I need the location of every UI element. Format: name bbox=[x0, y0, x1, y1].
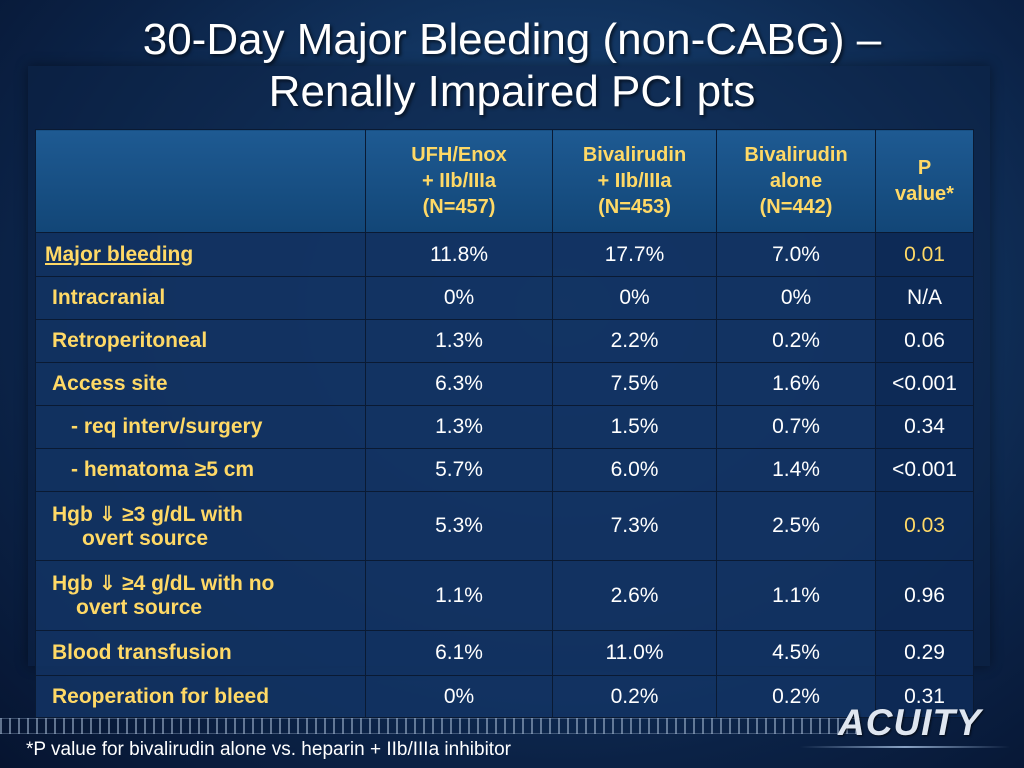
row-label-line-2: overt source bbox=[76, 596, 203, 619]
header-line: P bbox=[917, 157, 932, 179]
header-line: UFH/Enox bbox=[411, 144, 507, 166]
cell-bival-iib: 6.0% bbox=[552, 448, 717, 492]
cell-ufh-enox: 6.3% bbox=[365, 362, 553, 406]
cell-p-value: 0.31 bbox=[875, 675, 974, 718]
footnote: *P value for bivalirudin alone vs. hepar… bbox=[26, 739, 511, 760]
row-label: Hgb ⇓ ≥3 g/dL with overt source bbox=[35, 491, 366, 561]
row-label: Major bleeding bbox=[35, 232, 366, 277]
header-line: (N=457) bbox=[422, 196, 496, 218]
row-label: Intracranial bbox=[35, 276, 366, 320]
row-label-line-2: overt source bbox=[82, 526, 209, 550]
logo-underline bbox=[800, 746, 1010, 748]
header-line: value* bbox=[895, 183, 954, 205]
header-bival-alone: Bivalirudin alone (N=442) bbox=[716, 129, 876, 233]
table-row: Reoperation for bleed 0% 0.2% 0.2% 0.31 bbox=[35, 675, 974, 718]
cell-ufh-enox: 1.3% bbox=[365, 405, 553, 449]
row-label-line-1: Hgb ⇓ ≥4 g/dL with no bbox=[52, 572, 275, 595]
header-line: (N=453) bbox=[598, 196, 671, 218]
table-row: - hematoma ≥5 cm 5.7% 6.0% 1.4% <0.001 bbox=[35, 448, 974, 492]
cell-bival-alone: 1.4% bbox=[716, 448, 876, 492]
cell-bival-alone: 4.5% bbox=[716, 630, 876, 676]
header-line: Bivalirudin bbox=[582, 144, 687, 166]
row-label: Access site bbox=[35, 362, 366, 406]
table-row: Major bleeding 11.8% 17.7% 7.0% 0.01 bbox=[35, 232, 974, 277]
slide-title: 30-Day Major Bleeding (non-CABG) – Renal… bbox=[0, 14, 1024, 126]
cell-ufh-enox: 5.7% bbox=[365, 448, 553, 492]
cell-bival-iib: 0% bbox=[552, 276, 717, 320]
cell-ufh-enox: 6.1% bbox=[365, 630, 553, 676]
cell-p-value: 0.01 bbox=[875, 232, 974, 277]
row-label: - hematoma ≥5 cm bbox=[35, 448, 366, 492]
cell-p-value: N/A bbox=[875, 276, 974, 320]
footer-dashed-rule bbox=[0, 718, 860, 734]
table-row: Retroperitoneal 1.3% 2.2% 0.2% 0.06 bbox=[35, 319, 974, 363]
slide-title-line-2: Renally Impaired PCI pts bbox=[268, 67, 756, 116]
header-line: + IIb/IIIa bbox=[597, 170, 672, 192]
cell-p-value: 0.96 bbox=[875, 560, 974, 631]
cell-bival-alone: 0.2% bbox=[716, 675, 876, 718]
cell-bival-alone: 1.6% bbox=[716, 362, 876, 406]
cell-bival-alone: 0.2% bbox=[716, 319, 876, 363]
table-row: Access site 6.3% 7.5% 1.6% <0.001 bbox=[35, 362, 974, 406]
cell-bival-alone: 7.0% bbox=[716, 232, 876, 277]
bleeding-table: UFH/Enox + IIb/IIIa (N=457) Bivalirudin … bbox=[35, 129, 974, 718]
cell-p-value: <0.001 bbox=[875, 362, 974, 406]
cell-bival-alone: 1.1% bbox=[716, 560, 876, 631]
table-row: Hgb ⇓ ≥4 g/dL with no overt source 1.1% … bbox=[35, 560, 974, 631]
acuity-logo: ACUITY bbox=[838, 702, 982, 743]
cell-ufh-enox: 11.8% bbox=[365, 232, 553, 277]
cell-bival-iib: 0.2% bbox=[552, 675, 717, 718]
cell-p-value: 0.34 bbox=[875, 405, 974, 449]
table-row: Intracranial 0% 0% 0% N/A bbox=[35, 276, 974, 320]
header-line: + IIb/IIIa bbox=[422, 170, 496, 192]
cell-ufh-enox: 0% bbox=[365, 675, 553, 718]
cell-p-value: 0.03 bbox=[875, 491, 974, 561]
header-line: alone bbox=[769, 170, 823, 192]
cell-ufh-enox: 0% bbox=[365, 276, 553, 320]
cell-ufh-enox: 1.1% bbox=[365, 560, 553, 631]
cell-bival-iib: 7.5% bbox=[552, 362, 717, 406]
cell-bival-iib: 1.5% bbox=[552, 405, 717, 449]
cell-p-value: 0.29 bbox=[875, 630, 974, 676]
slide-title-line-1: 30-Day Major Bleeding (non-CABG) – bbox=[142, 15, 882, 64]
cell-bival-alone: 0% bbox=[716, 276, 876, 320]
cell-bival-iib: 2.2% bbox=[552, 319, 717, 363]
cell-ufh-enox: 1.3% bbox=[365, 319, 553, 363]
table-row: Blood transfusion 6.1% 11.0% 4.5% 0.29 bbox=[35, 630, 974, 676]
table-header-row: UFH/Enox + IIb/IIIa (N=457) Bivalirudin … bbox=[35, 129, 974, 233]
row-label: - req interv/surgery bbox=[35, 405, 366, 449]
header-ufh-enox: UFH/Enox + IIb/IIIa (N=457) bbox=[365, 129, 553, 233]
table-row: - req interv/surgery 1.3% 1.5% 0.7% 0.34 bbox=[35, 405, 974, 449]
header-p-value: P value* bbox=[875, 129, 974, 233]
cell-bival-alone: 2.5% bbox=[716, 491, 876, 561]
cell-bival-iib: 7.3% bbox=[552, 491, 717, 561]
cell-p-value: 0.06 bbox=[875, 319, 974, 363]
row-label: Blood transfusion bbox=[35, 630, 366, 676]
cell-bival-alone: 0.7% bbox=[716, 405, 876, 449]
row-label-line-1: Hgb ⇓ ≥3 g/dL with bbox=[52, 502, 243, 526]
cell-bival-iib: 2.6% bbox=[552, 560, 717, 631]
cell-bival-iib: 17.7% bbox=[552, 232, 717, 277]
row-label: Hgb ⇓ ≥4 g/dL with no overt source bbox=[35, 560, 366, 631]
row-label: Retroperitoneal bbox=[35, 319, 366, 363]
header-line: (N=442) bbox=[759, 196, 833, 218]
row-label-text: Major bleeding bbox=[45, 242, 194, 266]
cell-p-value: <0.001 bbox=[875, 448, 974, 492]
cell-bival-iib: 11.0% bbox=[552, 630, 717, 676]
table-row: Hgb ⇓ ≥3 g/dL with overt source 5.3% 7.3… bbox=[35, 491, 974, 561]
cell-ufh-enox: 5.3% bbox=[365, 491, 553, 561]
row-label: Reoperation for bleed bbox=[35, 675, 366, 718]
header-bival-iib: Bivalirudin + IIb/IIIa (N=453) bbox=[552, 129, 717, 233]
header-line: Bivalirudin bbox=[744, 144, 848, 166]
header-corner-cell bbox=[35, 129, 366, 233]
